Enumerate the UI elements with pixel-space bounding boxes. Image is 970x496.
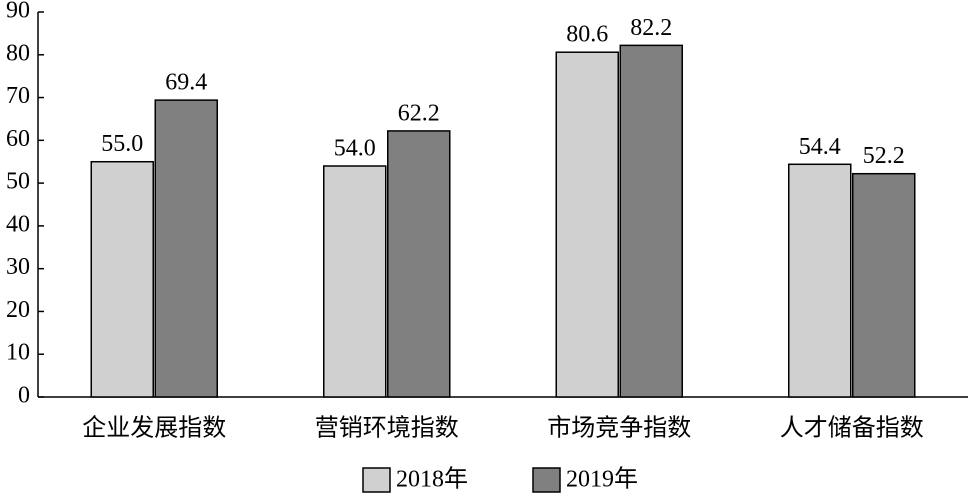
legend-label: 2019年 — [566, 466, 638, 493]
y-tick-label: 0 — [18, 383, 30, 409]
value-label: 62.2 — [398, 100, 440, 126]
y-tick-label: 80 — [6, 40, 30, 66]
bar — [90, 160, 154, 398]
x-tick-label: 市场竞争指数 — [547, 415, 691, 442]
legend-swatch — [362, 467, 391, 493]
y-tick-label: 30 — [6, 254, 30, 280]
bar — [154, 99, 218, 398]
value-label: 69.4 — [165, 70, 207, 96]
x-tick-label: 营销环境指数 — [315, 415, 459, 442]
x-tick-label: 人才储备指数 — [780, 415, 924, 442]
y-tick-label: 90 — [6, 0, 30, 24]
x-tick-label: 企业发展指数 — [82, 415, 226, 442]
bar — [555, 51, 619, 398]
bar — [788, 163, 852, 398]
y-tick-label: 20 — [6, 297, 30, 323]
legend-swatch — [532, 467, 561, 493]
value-label: 55.0 — [101, 131, 143, 157]
bar — [852, 172, 916, 398]
bar — [619, 44, 683, 398]
value-label: 54.4 — [799, 134, 841, 160]
y-tick-label: 70 — [6, 83, 30, 109]
y-tick-label: 40 — [6, 211, 30, 237]
value-label: 52.2 — [863, 143, 905, 169]
bar — [387, 130, 451, 398]
bar — [323, 165, 387, 398]
value-label: 80.6 — [566, 22, 608, 48]
value-label: 54.0 — [334, 136, 376, 162]
y-tick-label: 10 — [6, 340, 30, 366]
legend-label: 2018年 — [396, 466, 468, 493]
value-label: 82.2 — [630, 15, 672, 41]
y-tick-label: 60 — [6, 126, 30, 152]
y-tick-label: 50 — [6, 169, 30, 195]
